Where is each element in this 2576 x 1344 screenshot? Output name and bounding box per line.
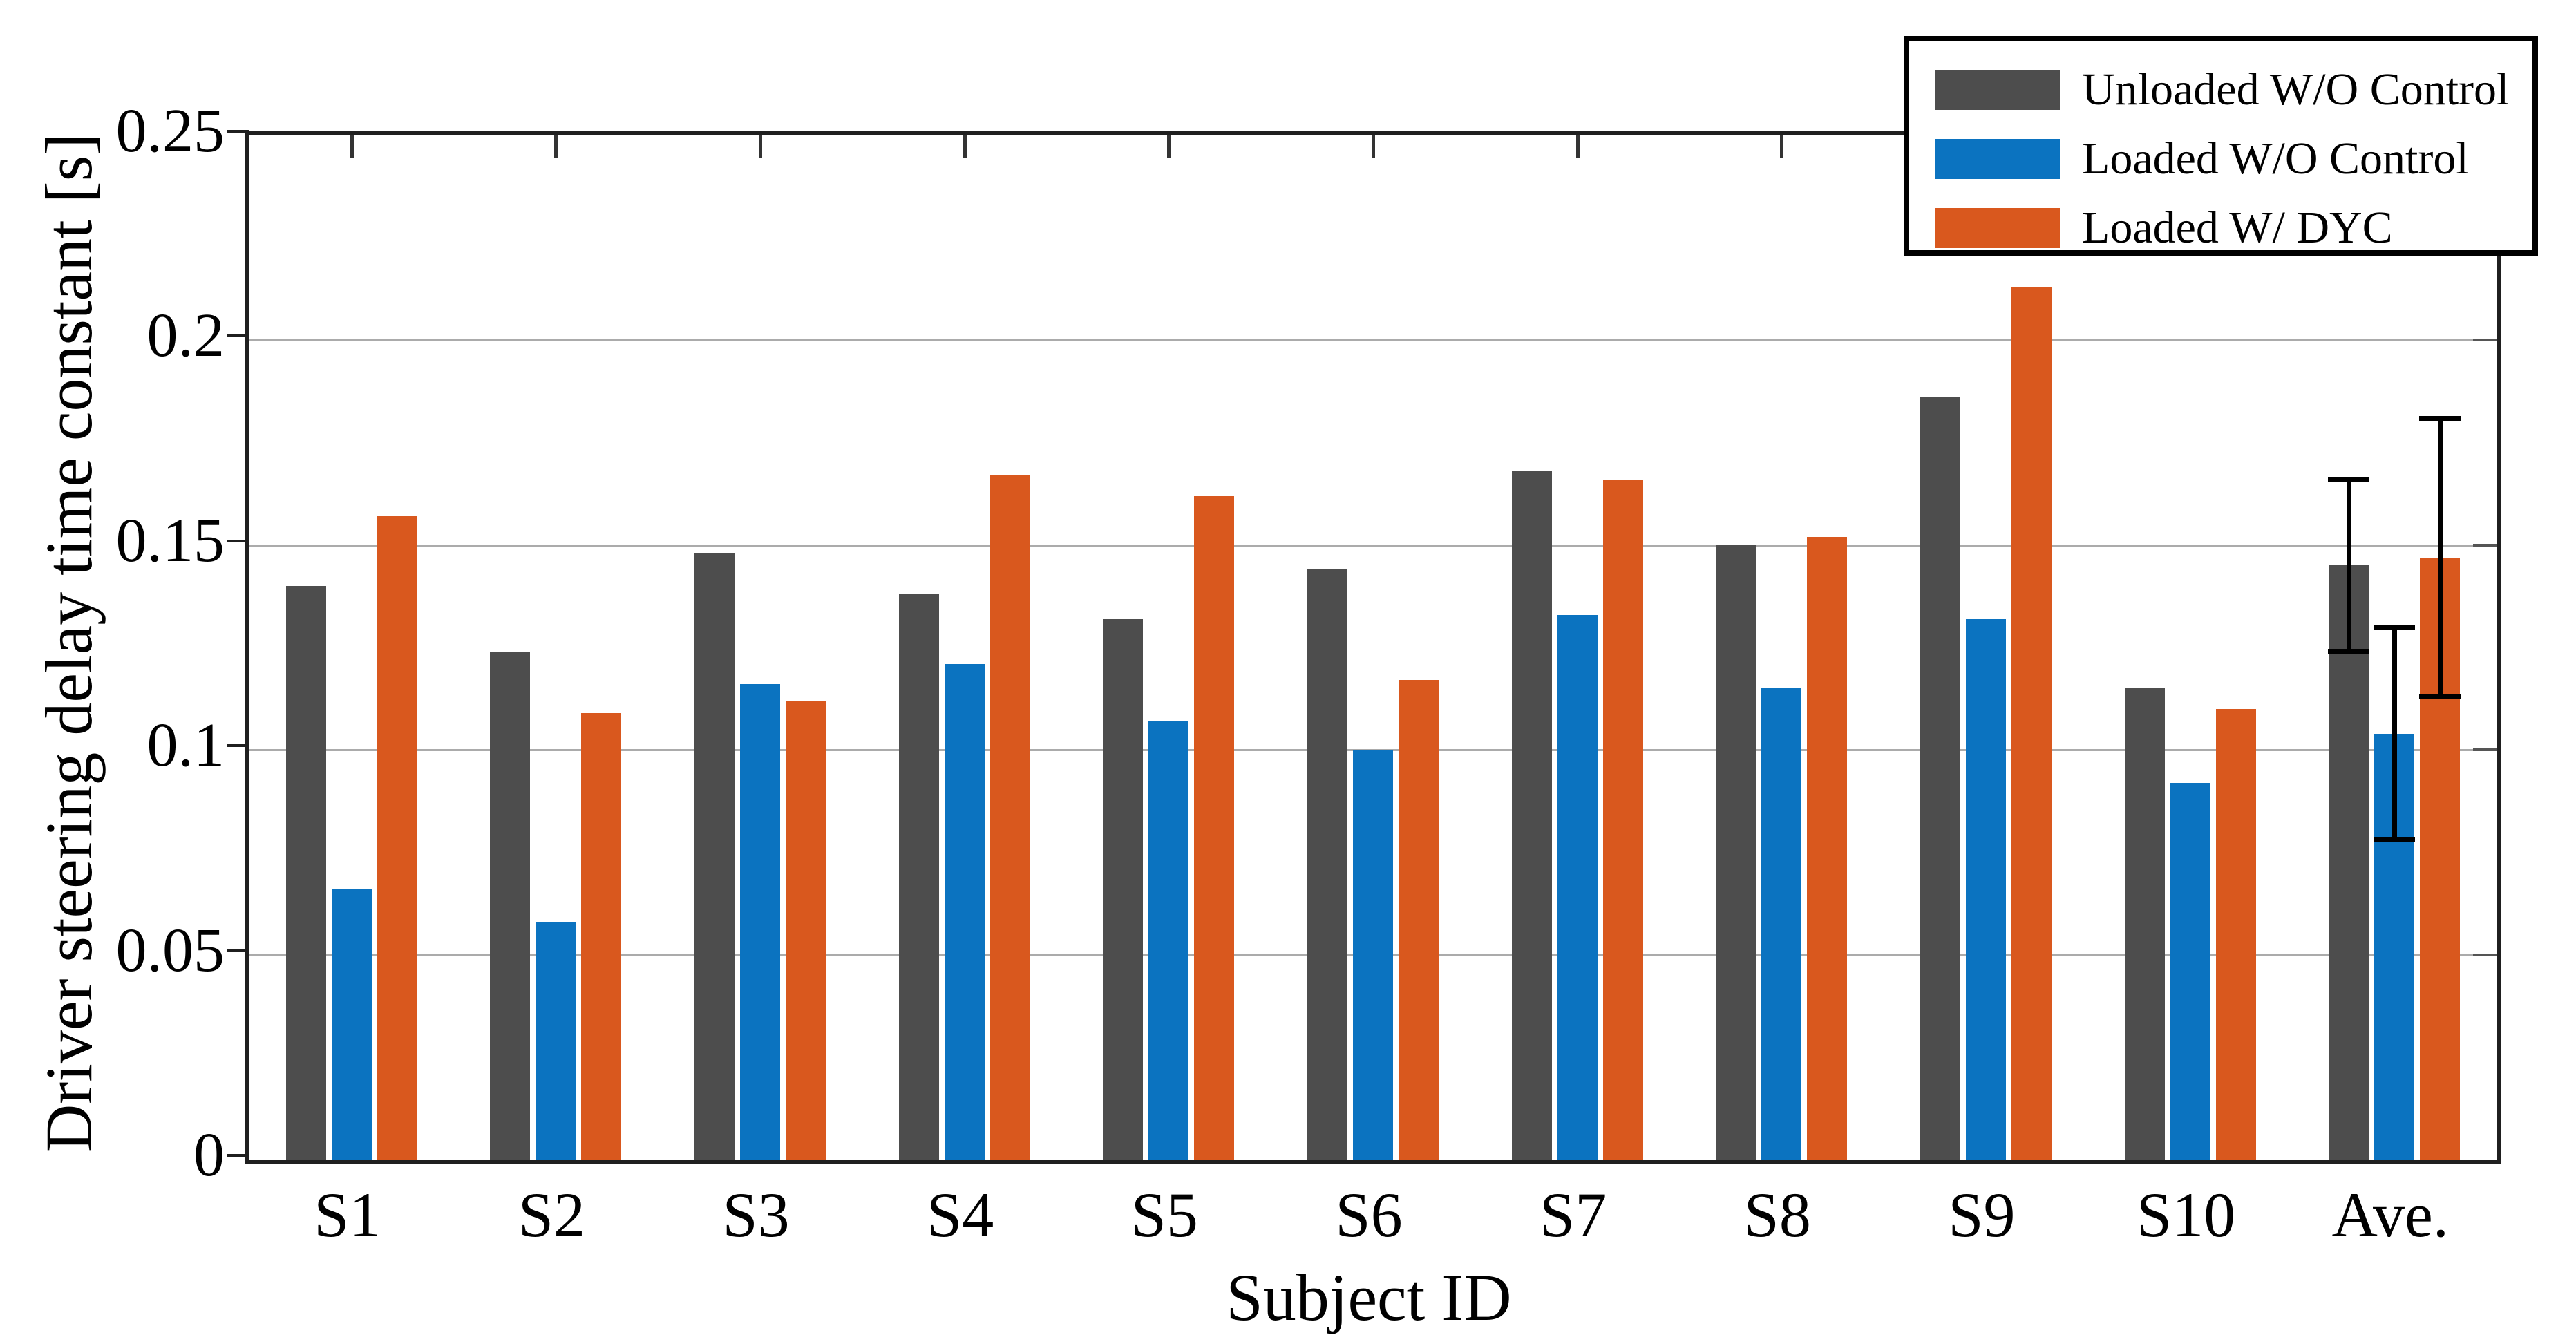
top-axis-tick (554, 135, 558, 158)
bar-loaded-w-dyc-s9 (2011, 287, 2052, 1160)
legend-item-loaded-w-dyc: Loaded W/ DYC (1935, 195, 2532, 261)
x-tick-label-s10: S10 (2136, 1180, 2236, 1250)
x-tick-label-s5: S5 (1130, 1180, 1198, 1250)
y-axis-tick (227, 744, 249, 748)
x-tick-label-s7: S7 (1540, 1180, 1607, 1250)
legend-item-loaded-wo-control: Loaded W/O Control (1935, 126, 2532, 192)
bar-loaded-w-o-control-s9 (1965, 618, 2006, 1160)
x-tick-label-ave-: Ave. (2331, 1180, 2449, 1250)
legend-swatch-loaded-w-dyc (1935, 208, 2060, 248)
bar-loaded-w-o-control-s10 (2170, 782, 2210, 1160)
top-axis-tick (1575, 135, 1580, 158)
right-axis-tick (2473, 748, 2497, 752)
top-axis-tick (963, 135, 967, 158)
bar-loaded-w-o-control-s3 (740, 684, 781, 1160)
top-axis-tick (1167, 135, 1171, 158)
y-tick-label-0: 0 (193, 1121, 225, 1189)
bar-unloaded-w-o-control-ave- (2329, 565, 2369, 1160)
legend: Unloaded W/O Control Loaded W/O Control … (1904, 36, 2538, 256)
top-axis-tick (350, 135, 354, 158)
top-axis-tick (1780, 135, 1784, 158)
bar-unloaded-w-o-control-s5 (1103, 618, 1144, 1160)
bar-loaded-w-o-control-s4 (944, 663, 985, 1160)
error-bar (2346, 479, 2351, 652)
x-tick-label-s3: S3 (722, 1180, 790, 1250)
error-bar-cap (2328, 649, 2370, 654)
error-bar-cap (2328, 477, 2370, 482)
gridline-y-0.15 (249, 544, 2497, 547)
legend-label: Unloaded W/O Control (2082, 64, 2510, 115)
x-tick-label-s1: S1 (314, 1180, 381, 1250)
error-bar (2437, 418, 2443, 697)
bar-unloaded-w-o-control-s6 (1307, 569, 1347, 1160)
bar-unloaded-w-o-control-s7 (1511, 471, 1552, 1160)
y-axis-tick (227, 949, 249, 952)
y-tick-label-0.25: 0.25 (115, 97, 225, 165)
bar-unloaded-w-o-control-s10 (2124, 688, 2165, 1160)
error-bar-cap (2374, 837, 2416, 843)
bar-loaded-w-dyc-s1 (377, 516, 417, 1160)
bar-unloaded-w-o-control-s3 (694, 553, 735, 1160)
right-axis-tick (2473, 339, 2497, 342)
bar-loaded-w-o-control-s7 (1557, 614, 1598, 1160)
error-bar-cap (2419, 415, 2461, 421)
bar-loaded-w-dyc-s6 (1399, 680, 1439, 1160)
x-tick-label-s8: S8 (1743, 1180, 1811, 1250)
y-tick-label-0.2: 0.2 (146, 301, 225, 370)
legend-item-unloaded-wo-control: Unloaded W/O Control (1935, 57, 2532, 123)
legend-swatch-loaded-wo-control (1935, 139, 2060, 179)
plot-area (245, 131, 2501, 1164)
bar-loaded-w-o-control-s6 (1353, 750, 1393, 1160)
legend-swatch-unloaded-wo-control (1935, 70, 2060, 110)
y-axis-tick (227, 539, 249, 542)
y-axis-tick (227, 1154, 249, 1157)
bar-loaded-w-o-control-s5 (1148, 721, 1189, 1160)
x-tick-label-s6: S6 (1335, 1180, 1403, 1250)
error-bar (2392, 627, 2397, 840)
bar-loaded-w-dyc-s10 (2215, 708, 2256, 1160)
y-axis-tick (227, 334, 249, 338)
y-tick-label-0.15: 0.15 (115, 506, 225, 575)
bar-loaded-w-o-control-s2 (536, 922, 576, 1160)
right-axis-tick (2473, 543, 2497, 547)
bar-loaded-w-dyc-s3 (786, 701, 826, 1160)
bar-loaded-w-dyc-s5 (1194, 495, 1235, 1160)
y-axis-tick (227, 130, 249, 133)
bar-unloaded-w-o-control-s1 (285, 586, 326, 1160)
legend-label: Loaded W/O Control (2082, 133, 2469, 184)
bar-loaded-w-dyc-s2 (581, 712, 622, 1160)
legend-label: Loaded W/ DYC (2082, 202, 2393, 253)
bar-loaded-w-dyc-s8 (1807, 536, 1848, 1160)
x-tick-label-s9: S9 (1948, 1180, 2016, 1250)
x-axis-label: Subject ID (1226, 1260, 1512, 1334)
y-axis-label: Driver steering delay time constant [s] (32, 133, 106, 1153)
bar-unloaded-w-o-control-s2 (490, 651, 531, 1160)
bar-loaded-w-o-control-s8 (1761, 688, 1802, 1160)
top-axis-tick (1372, 135, 1375, 158)
y-tick-label-0.05: 0.05 (115, 916, 225, 985)
x-tick-label-s2: S2 (518, 1180, 586, 1250)
error-bar-cap (2374, 624, 2416, 630)
bar-unloaded-w-o-control-s4 (898, 594, 939, 1160)
x-tick-label-s4: S4 (927, 1180, 994, 1250)
top-axis-tick (759, 135, 763, 158)
gridline-y-0.2 (249, 339, 2497, 342)
error-bar-cap (2419, 694, 2461, 699)
right-axis-tick (2473, 953, 2497, 956)
bar-loaded-w-dyc-s7 (1602, 479, 1643, 1160)
bar-loaded-w-dyc-s4 (989, 475, 1030, 1160)
bar-loaded-w-o-control-s1 (331, 889, 372, 1160)
y-tick-label-0.1: 0.1 (146, 711, 225, 780)
bar-unloaded-w-o-control-s8 (1716, 545, 1756, 1160)
bar-unloaded-w-o-control-s9 (1920, 397, 1960, 1160)
